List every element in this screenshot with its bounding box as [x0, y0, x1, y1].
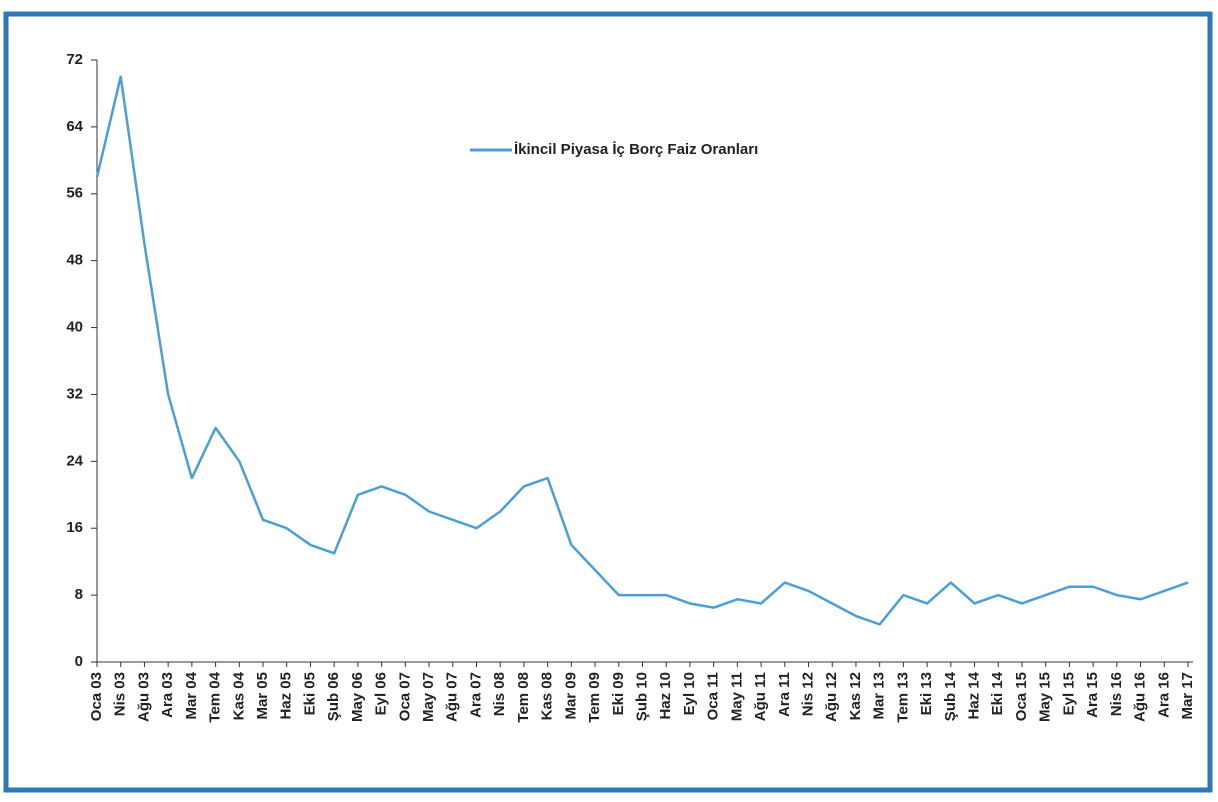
- x-tick-label: Şub 10: [633, 672, 650, 721]
- x-tick-label: Mar 05: [254, 672, 271, 720]
- x-tick-label: Kas 04: [230, 671, 247, 720]
- x-tick-label: Haz 14: [966, 671, 983, 719]
- x-tick-label: Eki 13: [918, 672, 935, 715]
- x-tick-label: May 07: [420, 672, 437, 722]
- x-tick-label: Tem 04: [207, 671, 224, 722]
- x-tick-label: Oca 15: [1013, 672, 1030, 721]
- x-tick-label: Eyl 15: [1060, 672, 1077, 715]
- x-tick-label: Eyl 06: [373, 672, 390, 715]
- x-tick-label: Ara 03: [159, 672, 176, 718]
- frame: [3, 11, 1213, 793]
- x-tick-label: Mar 04: [183, 671, 200, 719]
- y-tick-label: 8: [75, 586, 83, 603]
- x-tick-label: Nis 08: [491, 672, 508, 716]
- x-tick-label: May 06: [349, 672, 366, 722]
- x-tick-label: Eyl 10: [681, 672, 698, 715]
- x-tick-label: Şub 06: [325, 672, 342, 721]
- x-tick-label: Mar 13: [871, 672, 888, 720]
- x-tick-label: Nis 16: [1108, 672, 1125, 716]
- x-tick-label: Eki 09: [610, 672, 627, 715]
- x-tick-label: Mar 09: [562, 672, 579, 720]
- x-tick-label: Ara 11: [776, 672, 793, 717]
- y-tick-label: 16: [66, 519, 83, 536]
- x-tick-label: May 11: [728, 672, 745, 721]
- x-tick-label: Oca 11: [705, 672, 722, 720]
- x-tick-label: Mar 17: [1179, 672, 1196, 720]
- y-tick-label: 32: [66, 385, 83, 402]
- y-tick-label: 48: [66, 252, 83, 269]
- data-line: [95, 75, 1189, 626]
- x-tick-label: Kas 12: [847, 672, 864, 720]
- x-tick-label: Tem 08: [515, 672, 532, 723]
- x-tick-label: Ağu 07: [444, 672, 461, 722]
- x-tick-label: Nis 03: [112, 672, 129, 716]
- x-tick-label: Ağu 16: [1132, 672, 1149, 722]
- y-tick-label: 72: [66, 51, 83, 68]
- x-tick-label: Eki 05: [301, 672, 318, 715]
- x-tick-label: Nis 12: [799, 672, 816, 716]
- y-tick-label: 0: [75, 653, 83, 670]
- y-tick-label: 64: [66, 118, 83, 135]
- x-tick-label: Şub 14: [942, 671, 959, 721]
- y-tick-label: 56: [66, 185, 83, 202]
- x-tick-label: Ara 16: [1155, 672, 1172, 718]
- x-tick-label: Eki 14: [989, 671, 1006, 715]
- y-tick-label: 40: [66, 319, 83, 336]
- legend-label: İkincil Piyasa İç Borç Faiz Oranları: [514, 141, 758, 158]
- x-tick-label: Haz 05: [278, 672, 295, 720]
- x-tick-label: Ağu 03: [135, 672, 152, 722]
- x-tick-label: Ara 07: [467, 672, 484, 718]
- x-tick-label: Tem 09: [586, 672, 603, 723]
- x-tick-label: Ağu 11: [752, 672, 769, 721]
- x-tick-label: Oca 03: [88, 672, 105, 721]
- y-tick-label: 24: [66, 452, 83, 469]
- x-tick-label: Tem 13: [894, 672, 911, 723]
- x-tick-label: Ağu 12: [823, 672, 840, 722]
- x-tick-label: Kas 08: [539, 672, 556, 720]
- x-tick-label: May 15: [1037, 672, 1054, 722]
- x-tick-label: Oca 07: [396, 672, 413, 721]
- x-tick-label: Ara 15: [1084, 672, 1101, 718]
- x-tick-label: Haz 10: [657, 672, 674, 720]
